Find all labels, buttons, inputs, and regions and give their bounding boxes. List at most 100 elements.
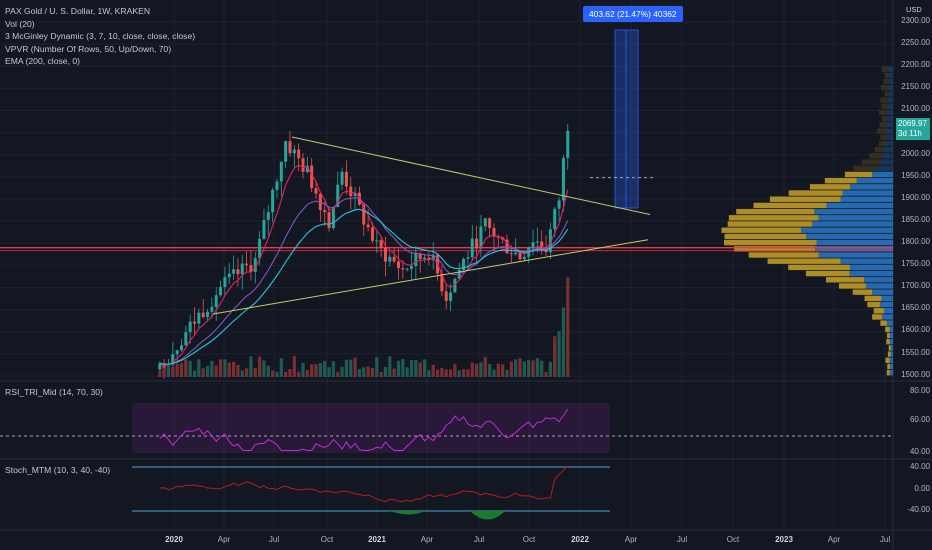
current-price-timer: 3d 11h [898, 129, 922, 138]
volume-bar [435, 369, 440, 377]
volume-profile-bar-down [889, 370, 893, 376]
volume-profile-bar-up [887, 351, 891, 357]
candle-body [171, 354, 175, 365]
time-axis-label: 2020 [165, 535, 183, 544]
time-axis-label: Oct [522, 535, 536, 544]
price-axis-label: 2300.00 [901, 16, 930, 25]
volume-profile-bar-up [869, 153, 883, 159]
volume-bar [158, 370, 162, 377]
legend-vpvr[interactable]: VPVR (Number Of Rows, 50, Up/Down, 70) [5, 43, 172, 54]
volume-profile-bar-up [844, 171, 873, 178]
volume-profile-bar-down [872, 289, 893, 295]
volume-profile-bar-down [879, 159, 893, 165]
volume-bar [262, 360, 266, 377]
volume-bar [388, 356, 392, 377]
time-axis-label: 2022 [571, 535, 589, 544]
volume-profile-bar-up [724, 239, 817, 246]
volume-bar [171, 366, 175, 377]
volume-bar [310, 364, 314, 377]
volume-bar [501, 364, 505, 377]
time-axis-label: Apr [420, 535, 434, 544]
volume-profile-bar-up [736, 208, 815, 215]
volume-bar [566, 277, 570, 377]
volume-profile-bar-down [889, 78, 893, 85]
volume-profile-bar-down [889, 357, 893, 364]
rsi-pane-title[interactable]: RSI_TRI_Mid (14, 70, 30) [5, 387, 103, 397]
volume-bar [457, 370, 461, 377]
candle-body [162, 363, 166, 372]
indicator-axis-label: 60.00 [909, 415, 930, 424]
candle-body [383, 247, 387, 262]
candle-body [535, 241, 539, 243]
legend-volume[interactable]: Vol (20) [5, 18, 35, 29]
price-axis-label: 1900.00 [901, 192, 930, 202]
candle-body [219, 287, 223, 296]
time-axis-label: 2023 [775, 535, 793, 544]
volume-bar [271, 370, 275, 377]
candle-body [305, 165, 309, 172]
volume-profile-bar-down [856, 177, 893, 184]
time-axis-label: Jul [879, 535, 891, 544]
volume-bar [218, 359, 223, 377]
volume-bar [427, 370, 431, 377]
symbol-title[interactable]: PAX Gold / U. S. Dollar, 1W, KRAKEN [5, 6, 151, 16]
volume-profile-bar-up [748, 252, 819, 258]
volume-profile-bar-up [727, 221, 813, 227]
volume-profile-bar-up [721, 227, 801, 233]
volume-profile-bar-up [880, 85, 888, 91]
volume-bar [266, 365, 270, 377]
volume-bar [392, 368, 396, 377]
volume-bar [236, 364, 240, 377]
volume-profile-bar-up [881, 116, 888, 122]
volume-bar [401, 358, 405, 377]
mcginley-mid-line [159, 197, 569, 366]
current-price-value: 2069.97 [898, 119, 927, 128]
volume-profile-bar-up [874, 146, 883, 153]
volume-profile-bar-down [826, 202, 893, 209]
volume-bar [288, 369, 292, 377]
volume-bar [197, 359, 201, 377]
currency-label[interactable]: USD [906, 5, 922, 14]
volume-bar [422, 359, 427, 377]
legend-ema[interactable]: EMA (200, close, 0) [5, 56, 80, 67]
indicator-axis-label: 40.00 [909, 462, 930, 471]
volume-bar [444, 369, 448, 377]
candle-body [505, 239, 509, 254]
current-price-badge: 2069.97 3d 11h [896, 118, 930, 140]
candle-body [258, 238, 262, 259]
price-axis-label: 2000.00 [901, 148, 930, 158]
volume-bar [414, 360, 418, 377]
volume-profile-bar-up [788, 264, 850, 271]
volume-bar [396, 360, 401, 377]
volume-bar [336, 371, 340, 377]
candle-body [227, 273, 231, 278]
volume-profile-bar-down [815, 246, 893, 252]
candle-body [509, 253, 513, 255]
volume-profile-bar-down [872, 171, 893, 178]
volume-profile [721, 66, 893, 376]
stoch-pane-title[interactable]: Stoch_MTM (10, 3, 40, -40) [5, 465, 111, 475]
volume-bar [479, 362, 483, 377]
legend-mcginley[interactable]: 3 McGinley Dynamic (3, 7, 10, close, clo… [5, 31, 196, 42]
candle-body [206, 311, 210, 318]
volume-profile-bar-up [724, 233, 806, 240]
candle-body [470, 238, 474, 258]
indicator-axis-label: 40.00 [909, 447, 930, 456]
candle-body [214, 295, 218, 307]
volume-profile-bar-down [888, 66, 893, 72]
candle-body [531, 242, 535, 248]
volume-profile-bar-down [881, 295, 893, 302]
volume-bar [418, 362, 422, 377]
candle-body [449, 292, 453, 301]
candle-body [193, 321, 197, 324]
time-axis-label: Jul [268, 535, 280, 544]
price-axis-label: 1550.00 [901, 347, 930, 357]
candle-body [401, 268, 405, 270]
volume-profile-bar-up [769, 196, 841, 202]
volume-bar [331, 361, 335, 377]
volume-profile-bar-down [885, 122, 893, 128]
volume-profile-bar-down [814, 208, 893, 215]
volume-profile-bar-down [886, 320, 893, 326]
price-axis-label: 1700.00 [901, 281, 930, 291]
